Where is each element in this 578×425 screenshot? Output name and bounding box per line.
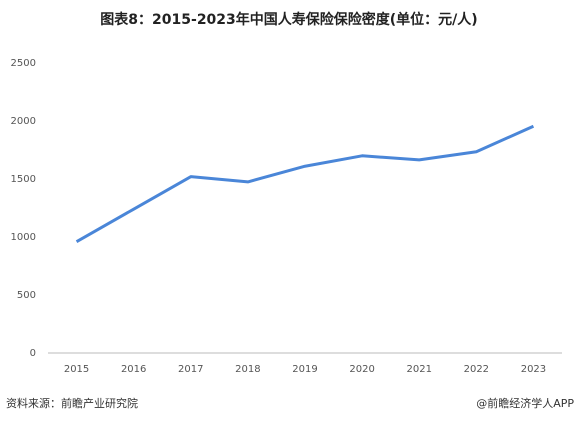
x-tick-label: 2019 (292, 364, 317, 375)
chart-title: 图表8：2015-2023年中国人寿保险保险密度(单位：元/人) (100, 11, 477, 28)
x-tick-label: 2020 (349, 364, 374, 375)
y-tick-label: 500 (17, 290, 36, 301)
y-tick-label: 2500 (11, 58, 36, 69)
y-tick-label: 0 (30, 348, 36, 359)
credit: @前瞻经济学人APP (476, 396, 574, 410)
x-tick-label: 2023 (521, 364, 546, 375)
x-tick-label: 2017 (178, 364, 203, 375)
y-tick-label: 1000 (11, 232, 36, 243)
x-tick-label: 2015 (64, 364, 89, 375)
x-tick-label: 2022 (464, 364, 489, 375)
x-tick-label: 2018 (235, 364, 260, 375)
source: 资料来源：前瞻产业研究院 (6, 396, 138, 410)
line (75, 124, 535, 243)
x-tick-label: 2016 (121, 364, 146, 375)
y-tick-label: 1500 (11, 174, 36, 185)
x-tick-label: 2021 (406, 364, 431, 375)
y-tick-label: 2000 (11, 116, 36, 127)
